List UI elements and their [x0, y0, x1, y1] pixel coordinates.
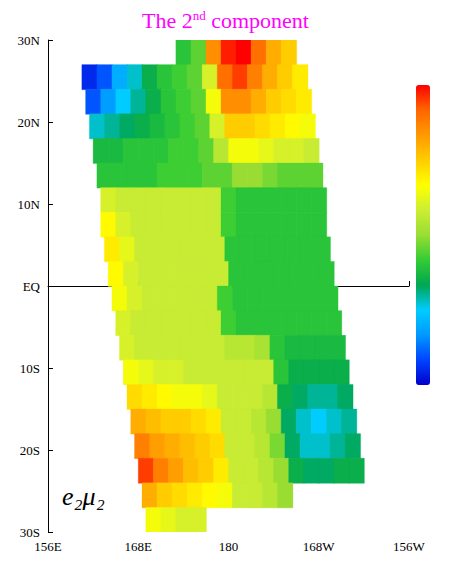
- svg-text:nd: nd: [193, 8, 207, 23]
- svg-text:156W: 156W: [393, 539, 426, 554]
- svg-text:component: component: [206, 8, 309, 33]
- svg-text:168E: 168E: [125, 539, 153, 554]
- svg-text:30N: 30N: [18, 33, 41, 48]
- svg-text:180: 180: [219, 539, 239, 554]
- svg-text:20S: 20S: [20, 443, 40, 458]
- svg-text:168W: 168W: [303, 539, 336, 554]
- svg-text:156E: 156E: [34, 539, 62, 554]
- svg-text:20N: 20N: [18, 115, 41, 130]
- svg-text:The 2: The 2: [142, 8, 193, 33]
- svg-text:10N: 10N: [18, 197, 41, 212]
- svg-text:e₂μ₂: e₂μ₂: [62, 482, 105, 511]
- svg-text:EQ: EQ: [23, 279, 41, 294]
- svg-text:30S: 30S: [20, 525, 40, 540]
- svg-text:10S: 10S: [20, 361, 40, 376]
